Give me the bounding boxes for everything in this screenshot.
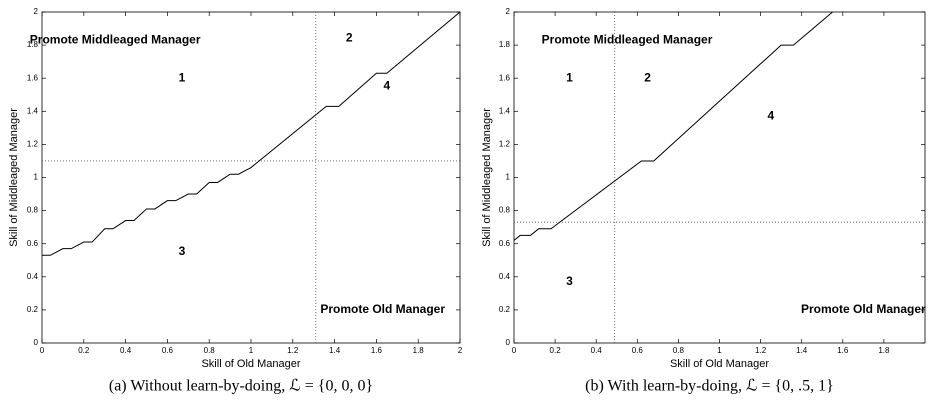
x-tick-label: 1.6 <box>837 346 849 355</box>
y-tick-label: 1.8 <box>27 40 39 49</box>
x-tick-label: 0.8 <box>204 346 216 355</box>
y-tick-label: 0 <box>34 338 39 347</box>
y-tick-label: 2 <box>506 7 511 16</box>
y-tick-label: 1.4 <box>499 106 511 115</box>
x-tick-label: 1.8 <box>878 346 890 355</box>
y-tick-label: 1.2 <box>27 140 39 149</box>
y-tick-label: 0 <box>506 338 511 347</box>
x-tick-label: 2 <box>458 346 463 355</box>
annotation: 3 <box>566 274 573 288</box>
x-tick-label: 0.2 <box>550 346 562 355</box>
y-tick-label: 1.2 <box>499 140 511 149</box>
annotation: 2 <box>644 70 651 84</box>
x-axis-label: Skill of Old Manager <box>201 358 300 370</box>
x-tick-label: 1.4 <box>796 346 808 355</box>
y-tick-label: 0.2 <box>499 305 511 314</box>
y-tick-label: 1 <box>34 173 39 182</box>
x-tick-label: 1.2 <box>287 346 299 355</box>
x-tick-label: 1.6 <box>371 346 383 355</box>
y-tick-label: 0.8 <box>27 206 39 215</box>
x-tick-label: 0.4 <box>591 346 603 355</box>
y-tick-label: 1.6 <box>27 73 39 82</box>
y-tick-label: 0.6 <box>499 239 511 248</box>
annotation: Promote Middleaged Manager <box>30 32 201 46</box>
plot-frame <box>513 11 926 344</box>
x-tick-label: 0.2 <box>78 346 90 355</box>
y-tick-label: 2 <box>34 7 39 16</box>
annotation: Promote Old Manager <box>320 302 445 316</box>
annotation: 1 <box>566 70 573 84</box>
x-tick-label: 1.8 <box>413 346 425 355</box>
x-tick-label: 0 <box>512 346 517 355</box>
x-tick-label: 0.8 <box>673 346 685 355</box>
annotation: 4 <box>768 108 775 122</box>
y-axis-label: Skill of Middleaged Manager <box>8 108 20 247</box>
annotation: 3 <box>179 244 186 258</box>
annotation: 2 <box>346 31 353 45</box>
y-tick-label: 1 <box>506 173 511 182</box>
y-axis-label: Skill of Middleaged Manager <box>481 108 493 247</box>
y-tick-label: 0.4 <box>27 272 39 281</box>
line <box>513 11 833 241</box>
x-tick-label: 0.4 <box>120 346 132 355</box>
annotation: 4 <box>384 79 391 93</box>
plot-frame <box>41 11 461 344</box>
annotation: 1 <box>179 70 186 84</box>
annotation: Promote Middleaged Manager <box>542 32 713 46</box>
y-tick-label: 1.8 <box>499 40 511 49</box>
annotation: Promote Old Manager <box>801 302 926 316</box>
x-tick-label: 1.2 <box>755 346 767 355</box>
x-tick-label: 0 <box>40 346 45 355</box>
y-tick-label: 1.6 <box>499 73 511 82</box>
caption: (b) With learn-by-doing, ℒ = {0, .5, 1} <box>585 378 834 395</box>
y-tick-label: 0.8 <box>499 206 511 215</box>
y-tick-label: 0.2 <box>27 305 39 314</box>
x-tick-label: 0.6 <box>162 346 174 355</box>
line <box>42 11 461 256</box>
caption: (a) Without learn-by-doing, ℒ = {0, 0, 0… <box>109 378 373 395</box>
x-axis-label: Skill of Old Manager <box>670 358 769 370</box>
x-tick-label: 1 <box>717 346 722 355</box>
y-tick-label: 1.4 <box>27 106 39 115</box>
x-tick-label: 0.6 <box>632 346 644 355</box>
y-tick-label: 0.4 <box>499 272 511 281</box>
x-tick-label: 1 <box>249 346 254 355</box>
x-tick-label: 1.4 <box>329 346 341 355</box>
y-tick-label: 0.6 <box>27 239 39 248</box>
